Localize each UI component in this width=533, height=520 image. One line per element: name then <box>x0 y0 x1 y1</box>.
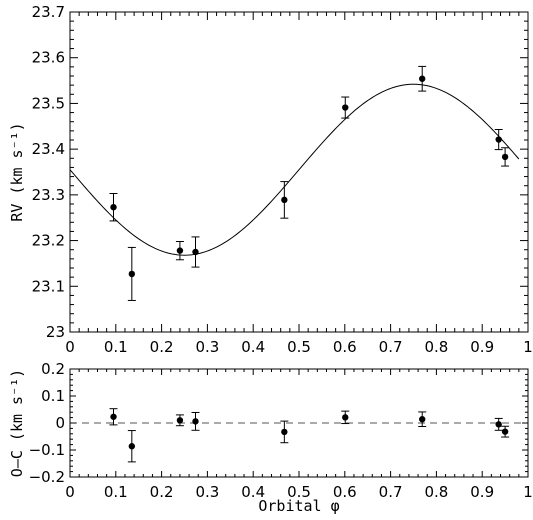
rv-data-point <box>176 247 184 254</box>
rv-y-tick-label: 23.5 <box>32 94 65 112</box>
rv-panel-frame <box>69 11 529 333</box>
rv-x-tick-label: 0.4 <box>241 338 265 356</box>
rv-x-tick-label: 0.2 <box>150 338 174 356</box>
residual-x-tick-label: 0.1 <box>104 483 128 501</box>
residual-data-point <box>281 428 288 436</box>
rv-x-tick-labels: 0 0.1 0.2 0.3 0.4 0.5 0.6 0.7 0.8 0.9 1 <box>65 338 533 356</box>
rv-y-tick-label: 23 <box>46 323 65 341</box>
rv-x-tick-label: 0.7 <box>379 338 403 356</box>
residual-data-point <box>176 417 184 424</box>
residual-data-point <box>501 428 509 435</box>
rv-data-point <box>281 196 288 204</box>
residual-x-tick-label: 0.6 <box>333 483 357 501</box>
residual-x-tick-label: 0.3 <box>195 483 219 501</box>
residual-x-tick-label: 0.9 <box>470 483 494 501</box>
residual-y-tick-label: 0 <box>55 414 65 432</box>
rv-model-curve <box>69 83 520 256</box>
residual-y-tick-label: −0.2 <box>29 468 65 486</box>
rv-y-tick-label: 23.3 <box>32 186 65 204</box>
residual-data-point <box>419 416 426 423</box>
rv-x-tick-label: 0.8 <box>424 338 448 356</box>
residual-data-points <box>109 408 510 463</box>
rv-y-tick-label: 23.6 <box>32 49 65 67</box>
rv-data-point <box>419 75 426 82</box>
residual-data-point <box>192 418 199 425</box>
rv-y-tick-label: 23.2 <box>32 232 65 250</box>
rv-data-point <box>192 248 199 256</box>
x-axis-title: Orbital φ <box>258 497 339 515</box>
residual-x-tick-label: 0.2 <box>150 483 174 501</box>
rv-data-points <box>109 65 510 301</box>
rv-y-tick-labels: 23 23.1 23.2 23.3 23.4 23.5 23.6 23.7 <box>32 3 65 341</box>
residual-y-tick-label: −0.1 <box>29 441 65 459</box>
residual-panel-ticks <box>69 368 529 478</box>
residual-y-tick-label: 0.2 <box>41 360 65 378</box>
rv-y-tick-label: 23.4 <box>32 140 65 158</box>
rv-x-tick-label: 0.1 <box>104 338 128 356</box>
rv-data-point <box>128 270 136 278</box>
rv-data-point <box>110 204 117 211</box>
rv-x-tick-label: 1 <box>523 338 533 356</box>
residual-x-tick-label: 0.8 <box>424 483 448 501</box>
residual-x-tick-label: 1 <box>523 483 533 501</box>
rv-x-tick-label: 0.9 <box>470 338 494 356</box>
residual-y-tick-label: 0.1 <box>41 387 65 405</box>
rv-x-tick-label: 0.6 <box>333 338 357 356</box>
residual-y-tick-labels: −0.2 −0.1 0 0.1 0.2 <box>29 360 65 486</box>
rv-data-point <box>501 153 509 161</box>
rv-y-axis-title: RV (km s⁻¹) <box>8 122 26 221</box>
rv-panel: 23 23.1 23.2 23.3 23.4 23.5 23.6 23.7 0 0.1 0.2 0.… <box>8 3 533 356</box>
rv-data-point <box>495 136 502 143</box>
rv-x-tick-label: 0 <box>65 338 75 356</box>
rv-y-tick-label: 23.1 <box>32 277 65 295</box>
residual-data-point <box>342 414 349 421</box>
residual-x-tick-label: 0.7 <box>379 483 403 501</box>
rv-panel-ticks <box>69 11 529 333</box>
residual-x-tick-labels: 0 0.1 0.2 0.3 0.4 0.5 0.6 0.7 0.8 0.9 1 <box>65 483 533 501</box>
residual-x-tick-label: 0 <box>65 483 75 501</box>
residual-data-point <box>110 413 117 420</box>
rv-y-tick-label: 23.7 <box>32 3 65 21</box>
residual-data-point <box>495 421 502 428</box>
residual-y-axis-title: O–C (km s⁻¹) <box>8 369 26 477</box>
residual-panel: −0.2 −0.1 0 0.1 0.2 0 0.1 0.2 0.3 0.4 0.5 0.6 0.7 0.… <box>8 360 533 515</box>
rv-data-point <box>342 104 349 111</box>
rv-x-tick-label: 0.3 <box>195 338 219 356</box>
residual-x-tick-label: 0.4 <box>241 483 265 501</box>
residual-x-tick-label: 0.5 <box>287 483 311 501</box>
residual-data-point <box>128 443 136 450</box>
rv-x-tick-label: 0.5 <box>287 338 311 356</box>
